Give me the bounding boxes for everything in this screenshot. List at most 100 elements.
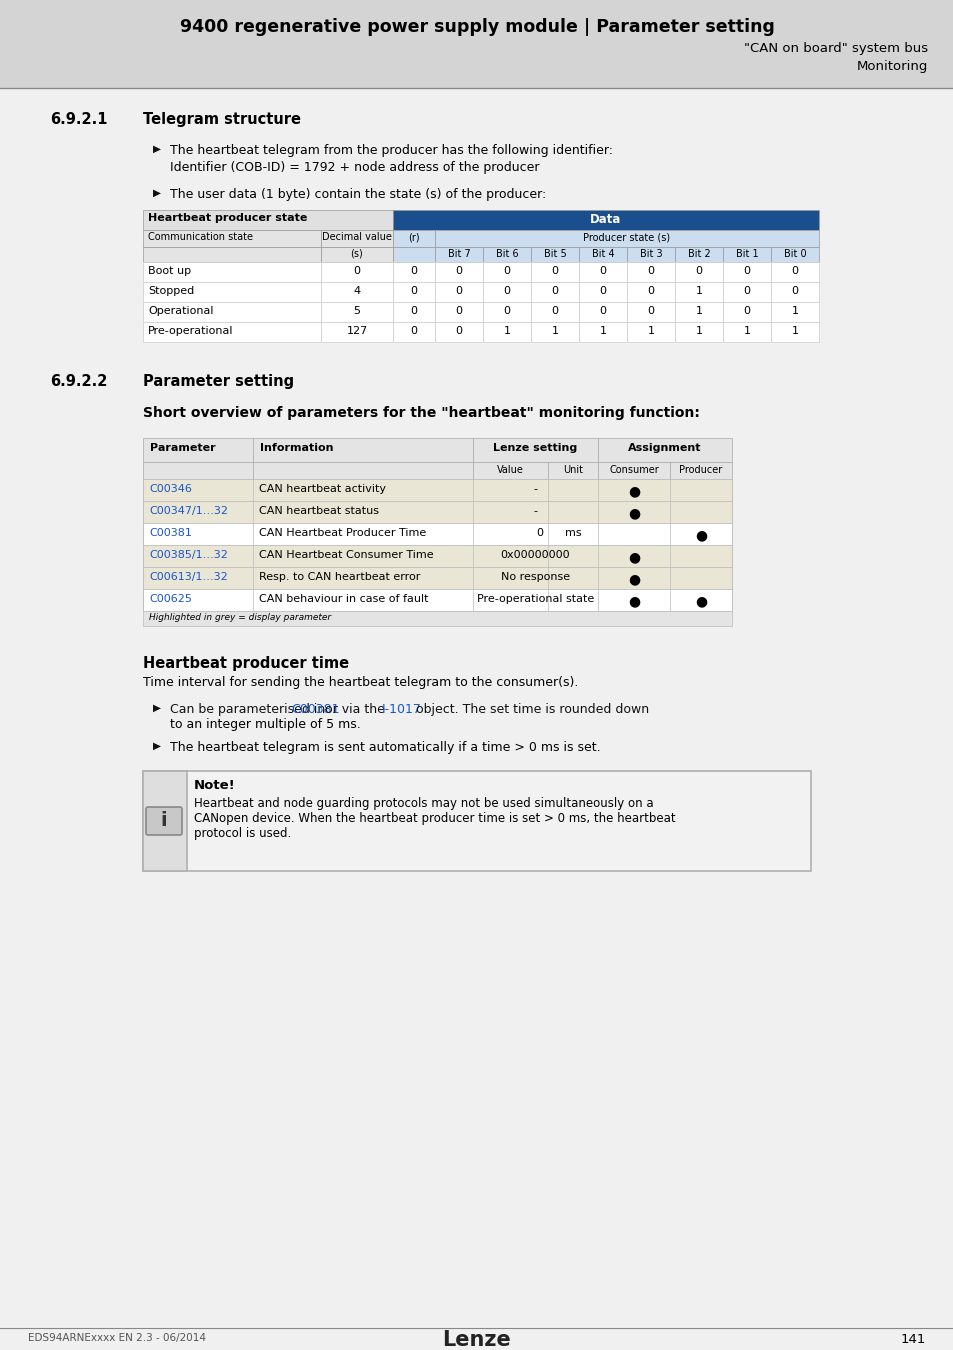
Text: i: i (160, 811, 167, 830)
Bar (626, 247, 675, 262)
Text: Boot up: Boot up (148, 266, 191, 275)
Text: 0: 0 (551, 306, 558, 316)
Bar (435, 247, 482, 262)
Text: 0: 0 (354, 266, 360, 275)
Bar (722, 247, 770, 262)
Bar (143, 522, 731, 545)
Text: 0: 0 (503, 266, 510, 275)
Text: 0: 0 (410, 286, 417, 296)
Text: Time interval for sending the heartbeat telegram to the consumer(s).: Time interval for sending the heartbeat … (143, 676, 578, 688)
Text: 1: 1 (695, 325, 701, 336)
Bar (143, 567, 731, 589)
Bar (675, 302, 722, 323)
Text: 0: 0 (791, 266, 798, 275)
Text: 5: 5 (354, 306, 360, 316)
Bar (393, 282, 435, 302)
Text: C00347/1…32: C00347/1…32 (149, 506, 228, 516)
Text: C00613/1…32: C00613/1…32 (149, 572, 228, 582)
Text: ●: ● (627, 485, 639, 498)
Text: 0: 0 (503, 286, 510, 296)
Text: (r): (r) (408, 232, 419, 242)
Text: Bit 6: Bit 6 (496, 248, 517, 259)
Text: 0: 0 (695, 266, 701, 275)
Text: 1: 1 (503, 325, 510, 336)
Text: 0: 0 (503, 306, 510, 316)
Text: ▶: ▶ (152, 188, 161, 198)
Text: 1: 1 (598, 325, 606, 336)
Bar (626, 302, 675, 323)
Bar (722, 302, 770, 323)
Text: C00381: C00381 (291, 703, 339, 716)
Text: ●: ● (694, 594, 706, 608)
Text: Heartbeat producer state: Heartbeat producer state (148, 213, 307, 223)
Text: 0: 0 (598, 306, 606, 316)
Text: C00346: C00346 (149, 485, 192, 494)
Text: 0: 0 (410, 266, 417, 275)
Text: Highlighted in grey = display parameter: Highlighted in grey = display parameter (149, 613, 331, 622)
Bar (435, 323, 482, 342)
Text: "CAN on board" system bus: "CAN on board" system bus (743, 42, 927, 55)
Text: Pre-operational state: Pre-operational state (476, 594, 594, 603)
Text: 1: 1 (791, 306, 798, 316)
Text: 127: 127 (346, 325, 367, 336)
Text: 1: 1 (695, 286, 701, 296)
Text: Identifier (COB-ID) = 1792 + node address of the producer: Identifier (COB-ID) = 1792 + node addres… (170, 161, 539, 174)
Bar (598, 437, 731, 462)
Bar (578, 262, 626, 282)
Text: 0x00000000: 0x00000000 (500, 549, 570, 560)
Text: The heartbeat telegram is sent automatically if a time > 0 ms is set.: The heartbeat telegram is sent automatic… (170, 741, 600, 755)
Text: ●: ● (627, 572, 639, 586)
Bar (143, 771, 810, 871)
Text: ▶: ▶ (152, 703, 161, 713)
Bar (393, 211, 818, 230)
Bar (320, 230, 393, 247)
Text: 0: 0 (551, 286, 558, 296)
Text: ●: ● (694, 528, 706, 541)
Text: Decimal value: Decimal value (322, 232, 392, 242)
Bar (143, 501, 731, 522)
Text: EDS94ARNExxxx EN 2.3 - 06/2014: EDS94ARNExxxx EN 2.3 - 06/2014 (28, 1332, 206, 1343)
Bar (435, 302, 482, 323)
Text: C00625: C00625 (149, 594, 192, 603)
Text: 0: 0 (791, 286, 798, 296)
Text: 0: 0 (455, 306, 462, 316)
Text: The heartbeat telegram from the producer has the following identifier:: The heartbeat telegram from the producer… (170, 144, 613, 157)
Text: Consumer: Consumer (608, 464, 659, 475)
Text: 0: 0 (551, 266, 558, 275)
Text: 141: 141 (900, 1332, 925, 1346)
Bar (143, 479, 731, 501)
Text: Bit 1: Bit 1 (735, 248, 758, 259)
FancyBboxPatch shape (146, 807, 182, 836)
Text: Parameter setting: Parameter setting (143, 374, 294, 389)
Text: 6.9.2.1: 6.9.2.1 (50, 112, 108, 127)
Text: 0: 0 (410, 306, 417, 316)
Text: Parameter: Parameter (150, 443, 215, 454)
Bar (675, 323, 722, 342)
Bar (482, 323, 531, 342)
Bar (598, 462, 669, 479)
Bar (675, 247, 722, 262)
Bar (770, 262, 818, 282)
Text: The user data (1 byte) contain the state (s) of the producer:: The user data (1 byte) contain the state… (170, 188, 546, 201)
Text: 0: 0 (647, 286, 654, 296)
Bar (435, 282, 482, 302)
Text: Note!: Note! (193, 779, 235, 792)
Bar (435, 230, 818, 247)
Text: Unit: Unit (562, 464, 582, 475)
Text: Value: Value (497, 464, 523, 475)
Bar (143, 323, 320, 342)
Text: 1: 1 (742, 325, 750, 336)
Bar (435, 262, 482, 282)
Bar (531, 282, 578, 302)
Bar (393, 302, 435, 323)
Bar (770, 302, 818, 323)
Text: 0: 0 (742, 266, 750, 275)
Text: 0: 0 (742, 306, 750, 316)
Text: Bit 0: Bit 0 (782, 248, 805, 259)
Text: Heartbeat and node guarding protocols may not be used simultaneously on a: Heartbeat and node guarding protocols ma… (193, 796, 653, 810)
Text: to an integer multiple of 5 ms.: to an integer multiple of 5 ms. (170, 718, 360, 730)
Bar (675, 262, 722, 282)
Bar (143, 589, 731, 612)
Text: 0: 0 (455, 325, 462, 336)
Bar (770, 282, 818, 302)
